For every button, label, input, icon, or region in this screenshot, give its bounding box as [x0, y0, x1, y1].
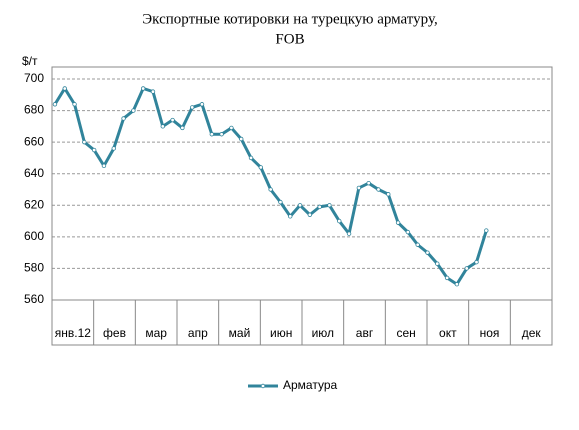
point	[199, 102, 205, 107]
x-tick-label: апр	[188, 326, 208, 340]
point	[366, 180, 371, 186]
y-tick-label: 580	[24, 261, 44, 275]
x-tick-label: июл	[312, 326, 334, 340]
point	[307, 212, 313, 217]
point	[454, 282, 460, 287]
legend-marker	[260, 383, 266, 389]
y-tick-label: 640	[24, 166, 44, 180]
point	[180, 125, 185, 131]
point	[131, 108, 136, 113]
y-tick-label: 680	[24, 103, 44, 117]
point	[170, 117, 175, 123]
x-tick-label: мар	[145, 326, 167, 340]
y-axis-label: $/т	[22, 54, 38, 68]
series-line	[53, 86, 488, 286]
point	[395, 220, 401, 225]
y-tick-label: 660	[24, 134, 44, 148]
chart-title: FOB	[275, 31, 304, 47]
point	[297, 203, 303, 208]
point	[52, 102, 58, 107]
y-tick-label: 620	[24, 197, 44, 211]
point	[111, 146, 116, 151]
point	[62, 86, 67, 91]
point	[327, 203, 332, 208]
point	[415, 242, 420, 247]
x-tick-label: янв.12	[55, 326, 92, 340]
x-tick-label: дек	[522, 326, 542, 340]
point	[484, 228, 489, 233]
point	[337, 218, 342, 224]
point	[288, 214, 293, 219]
legend-label: Арматура	[283, 378, 338, 392]
point	[376, 187, 381, 192]
y-tick-label: 560	[24, 292, 44, 306]
x-tick-label: июн	[270, 326, 292, 340]
point	[101, 163, 107, 169]
point	[425, 250, 430, 255]
x-tick-label: авг	[356, 326, 374, 340]
point	[356, 185, 362, 191]
point	[219, 132, 224, 137]
x-tick-label: май	[229, 326, 251, 340]
point	[346, 231, 352, 236]
x-tick-label: фев	[103, 326, 126, 340]
point	[140, 86, 146, 91]
point	[82, 139, 87, 145]
point	[464, 266, 469, 271]
point	[91, 147, 97, 153]
point	[268, 187, 273, 192]
point	[435, 261, 440, 266]
point	[278, 199, 283, 205]
x-tick-label: сен	[397, 326, 416, 340]
point	[229, 125, 234, 131]
point	[209, 132, 215, 137]
point	[317, 204, 322, 210]
y-tick-label: 700	[24, 71, 44, 85]
x-tick-label: ноя	[480, 326, 500, 340]
point	[72, 102, 77, 107]
chart-title: Экспортные котировки на турецкую арматур…	[142, 11, 437, 27]
point	[474, 259, 479, 265]
point	[121, 116, 126, 121]
y-tick-label: 600	[24, 229, 44, 243]
point	[258, 165, 264, 170]
x-tick-label: окт	[439, 326, 457, 340]
point	[444, 275, 450, 281]
point	[189, 105, 195, 110]
point	[150, 89, 156, 94]
point	[248, 155, 254, 161]
point	[386, 192, 391, 197]
point	[239, 136, 244, 142]
point	[160, 124, 165, 129]
point	[405, 229, 411, 235]
